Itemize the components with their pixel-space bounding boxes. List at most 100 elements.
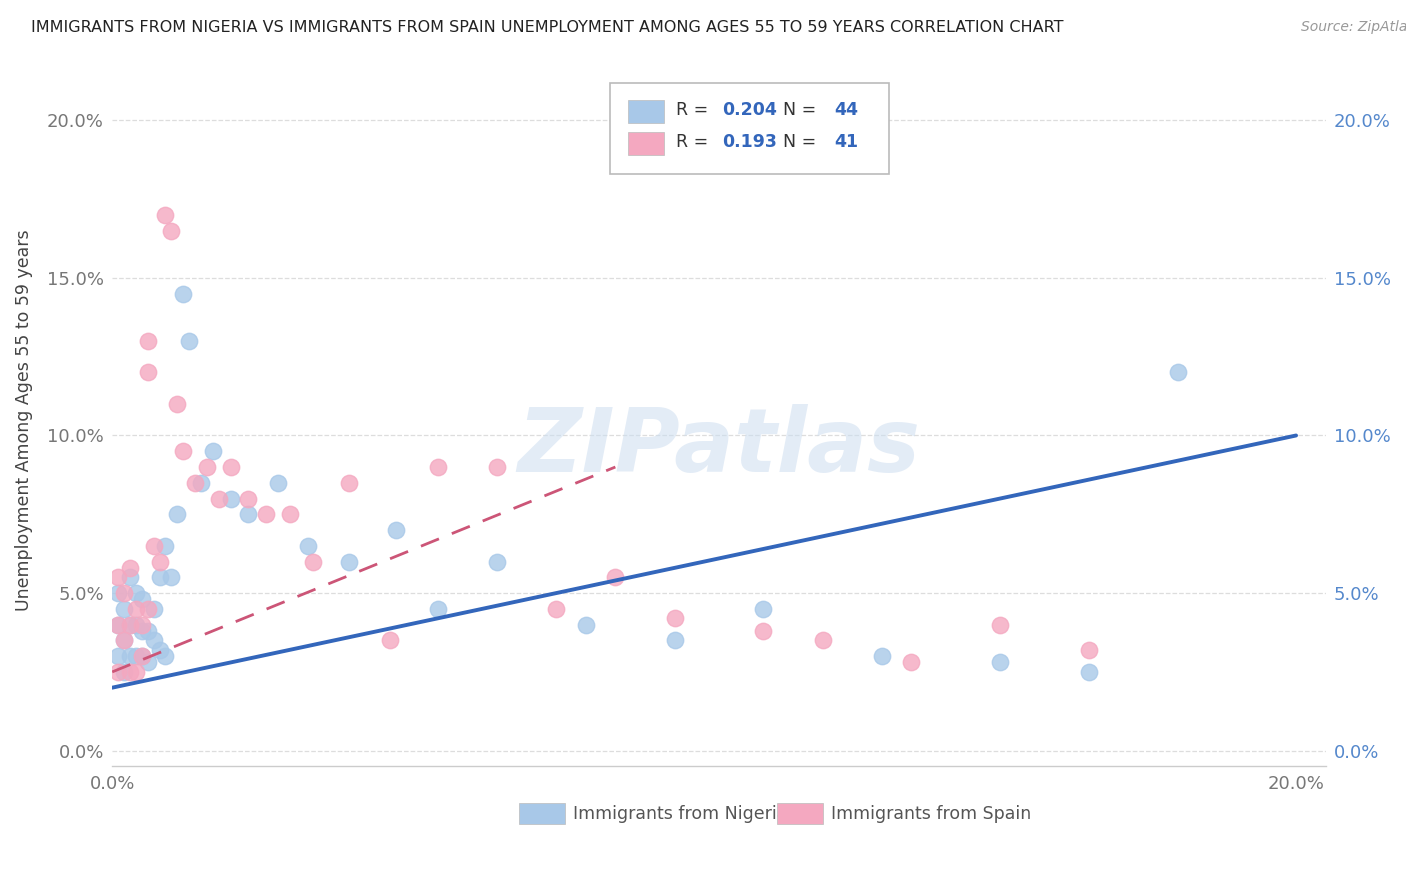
Point <box>238 508 260 522</box>
Text: N =: N = <box>783 133 828 151</box>
Point <box>118 617 141 632</box>
Point <box>142 602 165 616</box>
Point <box>267 475 290 490</box>
Point <box>184 475 207 490</box>
Point <box>238 491 260 506</box>
Point <box>160 224 183 238</box>
Text: 44: 44 <box>834 101 858 119</box>
Point <box>112 602 135 616</box>
Point <box>1077 665 1099 679</box>
FancyBboxPatch shape <box>628 100 665 123</box>
Point <box>426 602 449 616</box>
Point <box>172 286 194 301</box>
Point <box>125 586 148 600</box>
Point <box>136 656 159 670</box>
FancyBboxPatch shape <box>778 803 824 824</box>
Point <box>297 539 319 553</box>
Text: N =: N = <box>783 101 823 119</box>
Point <box>988 617 1011 632</box>
Point <box>605 570 627 584</box>
Point <box>125 617 148 632</box>
Text: ZIPatlas: ZIPatlas <box>517 404 921 491</box>
Y-axis label: Unemployment Among Ages 55 to 59 years: Unemployment Among Ages 55 to 59 years <box>15 229 32 610</box>
Point <box>485 460 508 475</box>
Point <box>136 366 159 380</box>
Point <box>136 334 159 348</box>
Point <box>219 460 242 475</box>
Text: Immigrants from Nigeria: Immigrants from Nigeria <box>574 805 787 822</box>
Point <box>118 649 141 664</box>
Point <box>380 633 402 648</box>
Point <box>112 633 135 648</box>
Point <box>155 539 177 553</box>
Point <box>131 617 153 632</box>
Point <box>337 475 360 490</box>
Point <box>131 592 153 607</box>
Point <box>575 617 598 632</box>
Point <box>118 617 141 632</box>
Point <box>131 649 153 664</box>
Point <box>1167 366 1189 380</box>
Point <box>426 460 449 475</box>
Point <box>664 633 686 648</box>
Point <box>118 570 141 584</box>
Point <box>208 491 231 506</box>
Point <box>155 649 177 664</box>
Point <box>142 539 165 553</box>
Point <box>112 665 135 679</box>
Point <box>664 611 686 625</box>
Point <box>107 617 129 632</box>
Point <box>155 208 177 222</box>
Point <box>219 491 242 506</box>
Text: Source: ZipAtlas.com: Source: ZipAtlas.com <box>1301 20 1406 34</box>
Point <box>195 460 218 475</box>
Point <box>118 665 141 679</box>
Point <box>172 444 194 458</box>
Point <box>125 602 148 616</box>
Point <box>148 570 170 584</box>
Point <box>112 586 135 600</box>
Point <box>107 570 129 584</box>
Point <box>107 617 129 632</box>
Point <box>166 508 188 522</box>
FancyBboxPatch shape <box>628 132 665 155</box>
Point <box>988 656 1011 670</box>
Point <box>485 555 508 569</box>
Point <box>201 444 224 458</box>
Point <box>107 649 129 664</box>
Point <box>125 665 148 679</box>
Point <box>118 561 141 575</box>
Point <box>131 624 153 638</box>
Text: Immigrants from Spain: Immigrants from Spain <box>831 805 1031 822</box>
Point <box>136 624 159 638</box>
Point <box>752 624 775 638</box>
Point <box>125 649 148 664</box>
Point <box>254 508 277 522</box>
Point <box>1077 643 1099 657</box>
FancyBboxPatch shape <box>519 803 565 824</box>
Point <box>107 586 129 600</box>
Point <box>870 649 893 664</box>
Point <box>131 649 153 664</box>
Text: 0.193: 0.193 <box>723 133 778 151</box>
Point <box>752 602 775 616</box>
FancyBboxPatch shape <box>610 83 889 174</box>
Point <box>811 633 834 648</box>
Point <box>112 633 135 648</box>
Point <box>278 508 301 522</box>
Point <box>136 602 159 616</box>
Point <box>142 633 165 648</box>
Text: 41: 41 <box>834 133 858 151</box>
Text: 0.204: 0.204 <box>723 101 778 119</box>
Point <box>148 555 170 569</box>
Text: R =: R = <box>676 101 714 119</box>
Point <box>166 397 188 411</box>
Point <box>385 523 408 537</box>
Point <box>148 643 170 657</box>
Point <box>900 656 922 670</box>
Point <box>302 555 325 569</box>
Text: R =: R = <box>676 133 720 151</box>
Point <box>160 570 183 584</box>
Point <box>107 665 129 679</box>
Text: IMMIGRANTS FROM NIGERIA VS IMMIGRANTS FROM SPAIN UNEMPLOYMENT AMONG AGES 55 TO 5: IMMIGRANTS FROM NIGERIA VS IMMIGRANTS FR… <box>31 20 1063 35</box>
